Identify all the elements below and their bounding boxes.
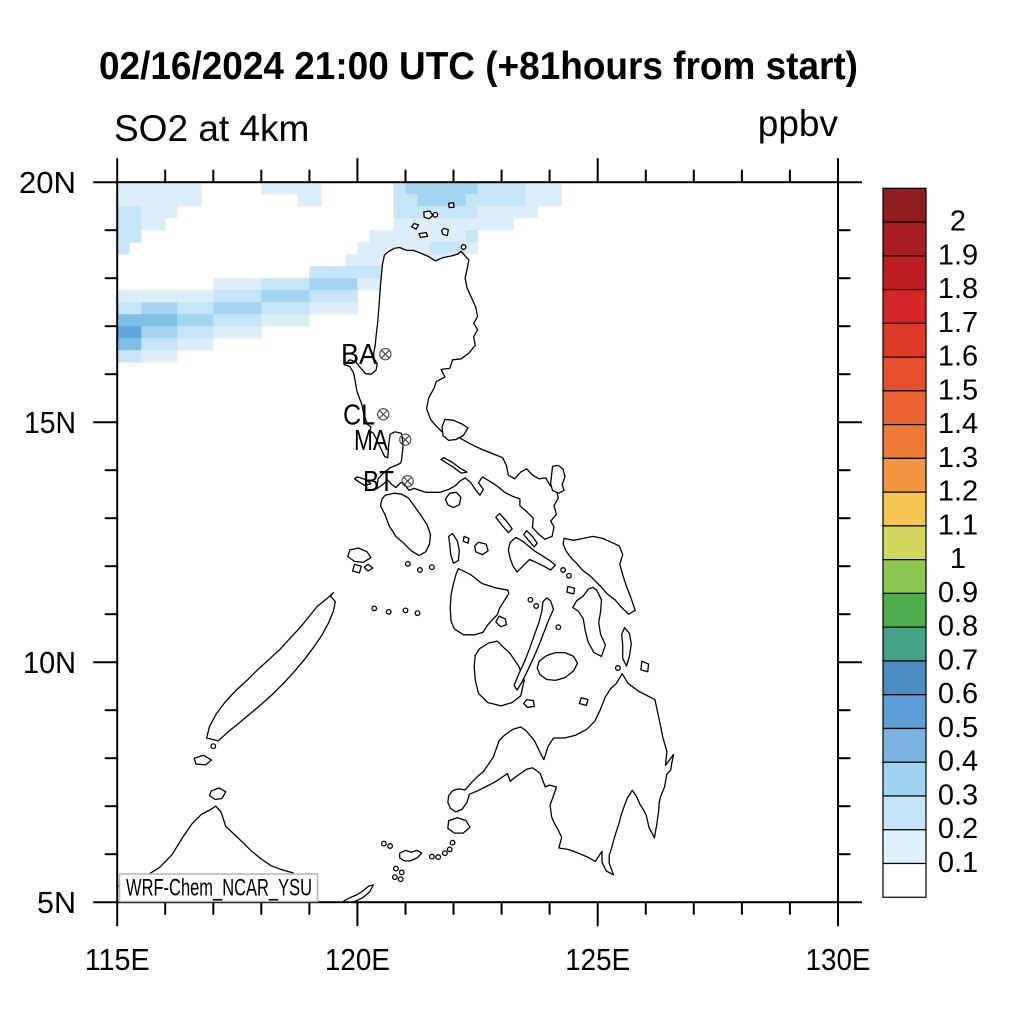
svg-text:BA: BA [341, 339, 378, 371]
svg-text:02/16/2024 21:00 UTC (+81hours: 02/16/2024 21:00 UTC (+81hours from star… [99, 45, 858, 88]
svg-text:1.5: 1.5 [938, 374, 978, 406]
svg-text:115E: 115E [85, 942, 150, 977]
svg-text:15N: 15N [24, 405, 76, 440]
svg-text:CL: CL [343, 400, 375, 432]
svg-text:WRF-Chem_NCAR_YSU: WRF-Chem_NCAR_YSU [126, 875, 312, 902]
svg-text:20N: 20N [19, 165, 76, 200]
svg-text:1.7: 1.7 [938, 307, 978, 339]
svg-text:120E: 120E [325, 942, 390, 977]
svg-text:10N: 10N [23, 645, 76, 680]
svg-text:0.4: 0.4 [938, 746, 978, 778]
svg-text:1.3: 1.3 [938, 442, 978, 474]
svg-text:SO2 at 4km: SO2 at 4km [114, 108, 309, 149]
svg-text:0.5: 0.5 [938, 712, 978, 744]
svg-text:1.1: 1.1 [938, 509, 978, 541]
svg-text:0.3: 0.3 [938, 780, 978, 812]
svg-text:1.8: 1.8 [938, 273, 978, 305]
svg-text:1.9: 1.9 [938, 239, 978, 271]
svg-text:ppbv: ppbv [758, 103, 839, 144]
svg-text:0.9: 0.9 [938, 577, 978, 609]
svg-text:0.6: 0.6 [938, 678, 978, 710]
svg-text:125E: 125E [565, 942, 630, 977]
svg-text:1.4: 1.4 [938, 408, 978, 440]
svg-text:5N: 5N [37, 885, 76, 920]
svg-text:0.7: 0.7 [938, 644, 978, 676]
svg-text:1.6: 1.6 [938, 341, 978, 373]
svg-text:MA: MA [354, 425, 389, 457]
svg-text:130E: 130E [806, 942, 871, 977]
svg-text:1: 1 [950, 543, 966, 575]
svg-text:0.8: 0.8 [938, 611, 978, 643]
svg-text:1.2: 1.2 [938, 476, 978, 508]
svg-text:0.2: 0.2 [938, 813, 978, 845]
svg-text:0.1: 0.1 [938, 847, 978, 879]
svg-text:2: 2 [950, 206, 966, 238]
svg-text:BT: BT [363, 466, 394, 498]
